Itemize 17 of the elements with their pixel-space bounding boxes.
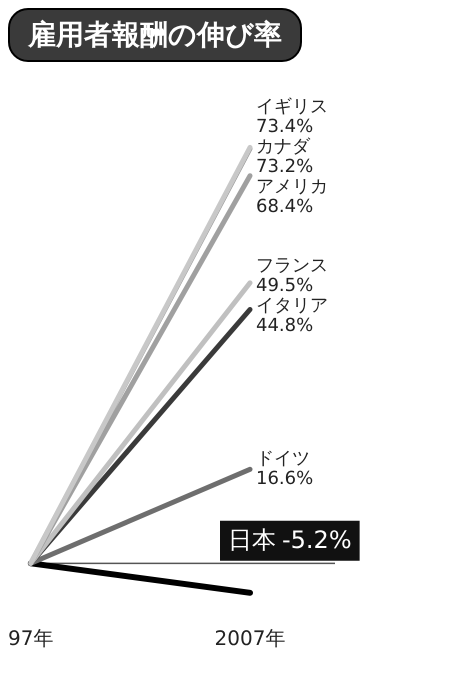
data-label: -5.2% [282, 526, 352, 554]
data-label: 16.6% [256, 468, 314, 489]
data-label: 44.8% [256, 314, 314, 336]
x-tick-label: 97年 [8, 626, 54, 650]
series-label: イギリス [256, 96, 328, 117]
data-label: 73.2% [256, 156, 314, 177]
series-label: アメリカ [256, 176, 328, 197]
data-label: 49.5% [256, 274, 314, 296]
x-tick-label: 2007年 [214, 626, 286, 650]
chart-title: 雇用者報酬の伸び率 [8, 8, 302, 62]
data-label: 73.4% [256, 116, 314, 137]
data-label: 68.4% [256, 196, 314, 217]
series-label: ドイツ [256, 448, 310, 469]
series-label: 日本 [228, 526, 276, 554]
series-label: カナダ [256, 136, 311, 157]
series-label: イタリア [256, 294, 328, 316]
series-label: フランス [256, 254, 328, 276]
